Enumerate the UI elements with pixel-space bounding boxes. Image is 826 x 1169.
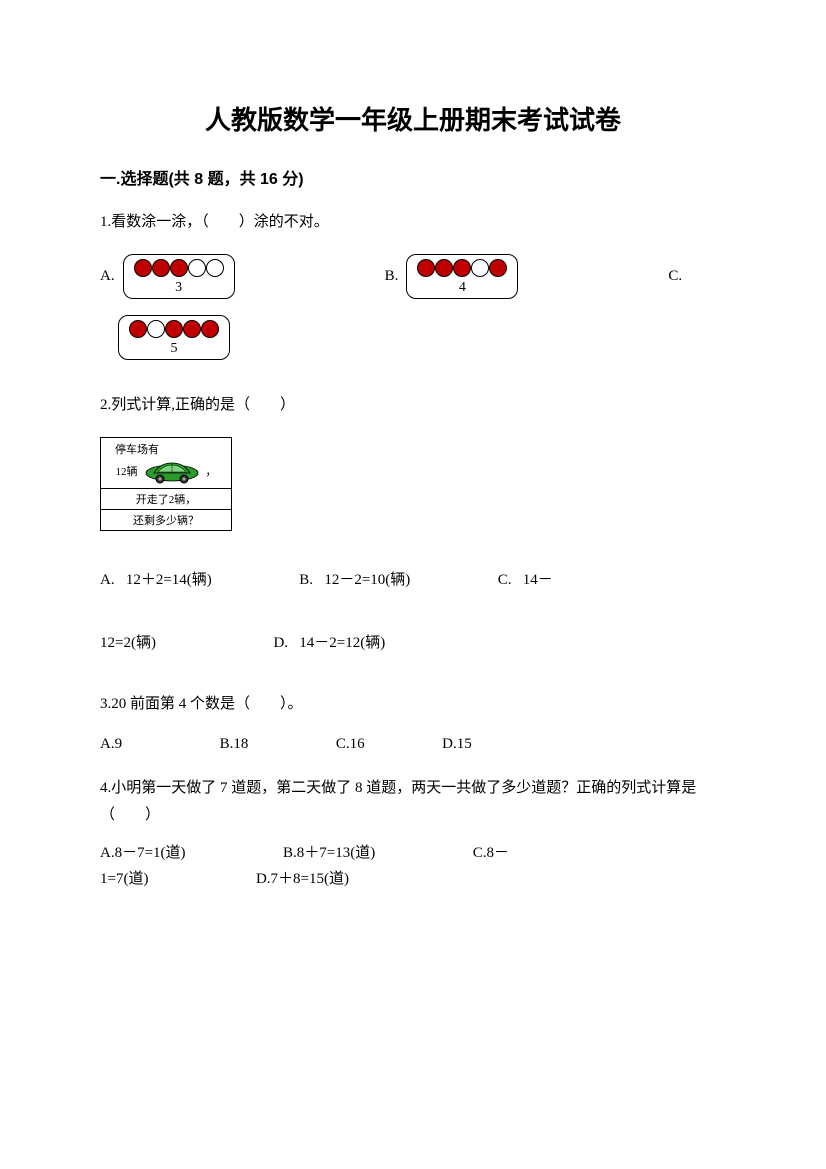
q3-optA: A.9 <box>100 736 122 752</box>
q2-optC-text: 14－ <box>523 572 553 588</box>
q1-optB-box: 4 <box>406 254 518 299</box>
q1-options-row-2: 5 <box>100 315 726 360</box>
filled-circle-icon <box>417 259 435 277</box>
filled-circle-icon <box>165 320 183 338</box>
question-1-text: 1.看数涂一涂，（ ）涂的不对。 <box>100 209 726 236</box>
q1-optB-label: B. <box>385 268 399 285</box>
q3-optD: D.15 <box>442 736 472 752</box>
q1-optB-number: 4 <box>459 280 466 295</box>
filled-circle-icon <box>183 320 201 338</box>
q4-optA: A.8－7=1(道) <box>100 845 186 861</box>
q1-optC-label: C. <box>668 268 682 285</box>
q1-optC-box: 5 <box>118 315 230 360</box>
page-title: 人教版数学一年级上册期末考试试卷 <box>100 100 726 137</box>
parking-line4: 还剩多少辆？ <box>101 509 231 530</box>
empty-circle-icon <box>147 320 165 338</box>
parking-comma: ， <box>206 463 217 479</box>
parking-line1: 停车场有 <box>115 441 159 457</box>
q1-optA-number: 3 <box>175 280 182 295</box>
q4-options: A.8－7=1(道) B.8＋7=13(道) C.8－ 1=7(道) D.7＋8… <box>100 841 726 892</box>
section-header: 一.选择题(共 8 题，共 16 分) <box>100 165 726 189</box>
parking-count: 12辆 <box>116 463 138 479</box>
empty-circle-icon <box>471 259 489 277</box>
question-3-text: 3.20 前面第 4 个数是（ ）。 <box>100 691 726 718</box>
filled-circle-icon <box>129 320 147 338</box>
q2-optD-text: 14－2=12(辆) <box>299 635 385 651</box>
filled-circle-icon <box>134 259 152 277</box>
parking-box: 停车场有 12辆 ， 开走了2辆， 还剩多少辆？ <box>100 437 232 531</box>
q4-optC: C.8－ <box>473 845 509 861</box>
q4-optB: B.8＋7=13(道) <box>283 845 375 861</box>
q3-optC: C.16 <box>336 736 365 752</box>
filled-circle-icon <box>453 259 471 277</box>
filled-circle-icon <box>489 259 507 277</box>
q1-optA-label: A. <box>100 268 115 285</box>
filled-circle-icon <box>201 320 219 338</box>
filled-circle-icon <box>152 259 170 277</box>
empty-circle-icon <box>206 259 224 277</box>
q2-optB-label: B. <box>299 572 313 588</box>
question-4-text: 4.小明第一天做了 7 道题，第二天做了 8 道题，两天一共做了多少道题？正确的… <box>100 775 726 829</box>
q2-optA-text: 12＋2=14(辆) <box>126 572 212 588</box>
q2-options: A. 12＋2=14(辆) B. 12－2=10(辆) C. 14－ 12=2(… <box>100 561 726 663</box>
q2-optB-text: 12－2=10(辆) <box>324 572 410 588</box>
q2-optA-label: A. <box>100 572 115 588</box>
q1-options-row-1: A. 3 B. 4 C. <box>100 254 726 299</box>
empty-circle-icon <box>188 259 206 277</box>
q2-optD-label: D. <box>273 635 288 651</box>
filled-circle-icon <box>170 259 188 277</box>
car-icon <box>142 457 202 485</box>
q2-line2a: 12=2(辆) <box>100 635 156 651</box>
question-2-text: 2.列式计算,正确的是（ ） <box>100 392 726 419</box>
q4-line2a: 1=7(道) <box>100 871 148 887</box>
q3-optB: B.18 <box>220 736 249 752</box>
parking-line3: 开走了2辆， <box>101 488 231 509</box>
q4-optD: D.7＋8=15(道) <box>256 871 349 887</box>
q1-optC-number: 5 <box>171 341 178 356</box>
q1-optA-box: 3 <box>123 254 235 299</box>
q2-optC-label: C. <box>498 572 512 588</box>
q3-options: A.9 B.18 C.16 D.15 <box>100 736 726 753</box>
filled-circle-icon <box>435 259 453 277</box>
